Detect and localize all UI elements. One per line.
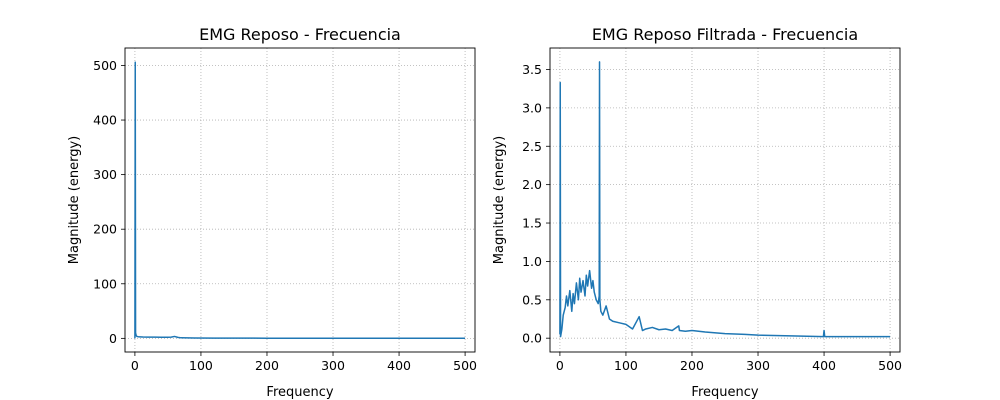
y-tick-label: 0 [109,331,117,346]
plot-frame [549,47,901,353]
y-tick-label: 200 [93,222,117,237]
x-tick-label: 200 [255,358,279,373]
x-tick-label: 300 [321,358,345,373]
x-tick-label: 100 [189,358,213,373]
series-line [559,61,891,338]
x-tick-label: 400 [387,358,411,373]
x-tick-label: 400 [812,358,836,373]
y-tick-label: 0.0 [522,331,542,346]
y-tick-label: 1.5 [522,216,542,231]
y-axis-label: Magnitude (energy) [492,136,507,264]
y-tick-label: 2.5 [522,139,542,154]
x-axis-label: Frequency [266,385,333,400]
x-tick-label: 200 [680,358,704,373]
x-tick-label: 100 [614,358,638,373]
x-tick-label: 0 [556,358,564,373]
y-tick-label: 0.5 [522,292,542,307]
y-tick-label: 1.0 [522,254,542,269]
x-axis-label: Frequency [691,385,758,400]
x-tick-label: 500 [878,358,902,373]
y-tick-label: 3.0 [522,100,542,115]
y-tick-label: 3.5 [522,62,542,77]
x-tick-label: 0 [131,358,139,373]
y-axis-label: Magnitude (energy) [67,136,82,264]
y-tick-label: 2.0 [522,177,542,192]
chart-emg-reposo-filtrada: 0 100 200 300 400 500 0.0 0.5 1.0 1.5 2.0 2.5 3.0 3.5… [492,25,902,400]
x-tick-label: 300 [746,358,770,373]
chart-title: EMG Reposo Filtrada - Frecuencia [592,25,858,44]
y-tick-label: 300 [93,167,117,182]
y-tick-label: 100 [93,276,117,291]
chart-emg-reposo: 0 100 200 300 400 500 0 100 200 300 400 500 EMG Repo… [67,25,477,400]
plot-frame [124,47,476,353]
x-tick-label: 500 [453,358,477,373]
y-tick-label: 500 [93,58,117,73]
series-line [134,61,466,340]
y-tick-label: 400 [93,113,117,128]
chart-title: EMG Reposo - Frecuencia [199,25,401,44]
